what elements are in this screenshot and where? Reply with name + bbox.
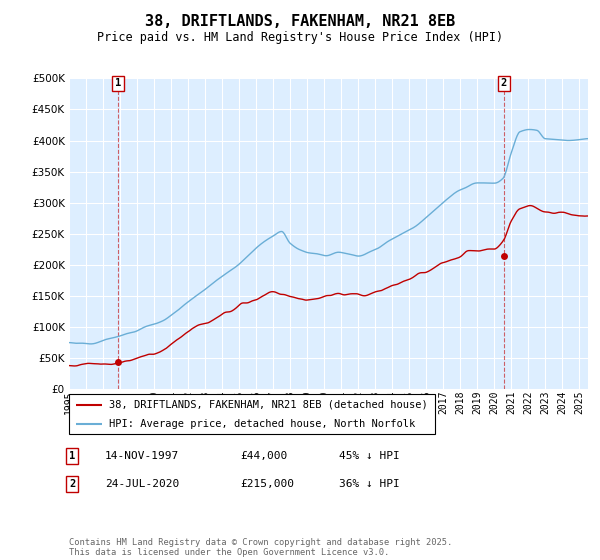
- Text: 2: 2: [69, 479, 75, 489]
- Text: HPI: Average price, detached house, North Norfolk: HPI: Average price, detached house, Nort…: [109, 419, 416, 429]
- FancyBboxPatch shape: [69, 394, 435, 434]
- Text: 38, DRIFTLANDS, FAKENHAM, NR21 8EB: 38, DRIFTLANDS, FAKENHAM, NR21 8EB: [145, 14, 455, 29]
- Text: 1: 1: [115, 78, 121, 88]
- Text: Price paid vs. HM Land Registry's House Price Index (HPI): Price paid vs. HM Land Registry's House …: [97, 31, 503, 44]
- Text: £44,000: £44,000: [240, 451, 287, 461]
- Text: 45% ↓ HPI: 45% ↓ HPI: [339, 451, 400, 461]
- Text: £215,000: £215,000: [240, 479, 294, 489]
- Text: 2: 2: [501, 78, 507, 88]
- Text: 24-JUL-2020: 24-JUL-2020: [105, 479, 179, 489]
- Text: 14-NOV-1997: 14-NOV-1997: [105, 451, 179, 461]
- Text: 1: 1: [69, 451, 75, 461]
- Text: 36% ↓ HPI: 36% ↓ HPI: [339, 479, 400, 489]
- Text: Contains HM Land Registry data © Crown copyright and database right 2025.
This d: Contains HM Land Registry data © Crown c…: [69, 538, 452, 557]
- Text: 38, DRIFTLANDS, FAKENHAM, NR21 8EB (detached house): 38, DRIFTLANDS, FAKENHAM, NR21 8EB (deta…: [109, 400, 428, 410]
